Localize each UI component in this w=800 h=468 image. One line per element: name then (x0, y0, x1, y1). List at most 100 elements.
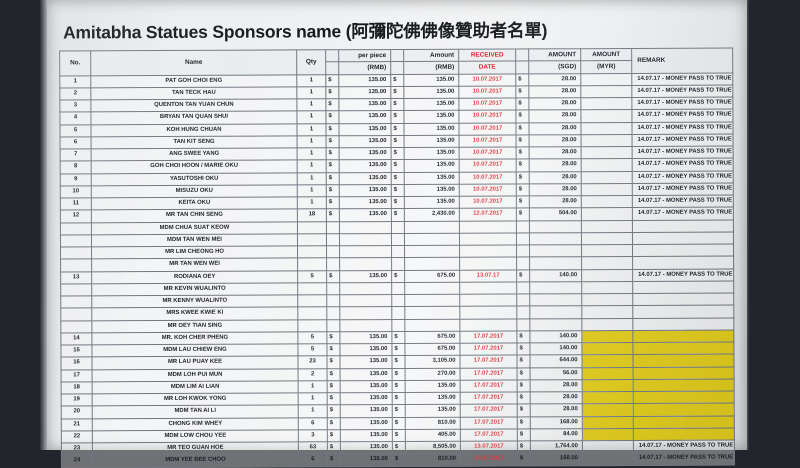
cell-qty[interactable]: 1 (296, 111, 326, 124)
cell-pp[interactable]: 135.00 (340, 368, 393, 381)
cell-cur[interactable]: $ (325, 86, 339, 99)
cell-cur2[interactable]: $ (391, 135, 405, 148)
cell-sgd[interactable] (529, 281, 582, 294)
cell-amt[interactable] (404, 220, 460, 234)
cell-cur[interactable] (326, 282, 340, 295)
cell-pp[interactable] (339, 319, 392, 332)
cell-qty[interactable] (297, 233, 327, 246)
cell-myr[interactable] (582, 403, 634, 417)
cell-sgd[interactable]: 28.00 (529, 146, 582, 160)
cell-sgd[interactable]: 504.00 (529, 207, 582, 221)
cell-name[interactable]: MDM CHUA SUAT KEOW (91, 221, 298, 235)
cell-cur[interactable]: $ (326, 196, 340, 210)
cell-qty[interactable] (297, 294, 327, 308)
cell-no[interactable] (60, 295, 92, 309)
cell-qty[interactable]: 3 (298, 429, 328, 442)
cell-pp[interactable]: 135.00 (339, 270, 392, 283)
cell-rem[interactable]: 14.07.17 - MONEY PASS TO TRUE LHAMO (632, 146, 734, 159)
cell-pp[interactable]: 135.00 (339, 208, 392, 222)
cell-no[interactable]: 21 (61, 418, 93, 431)
cell-qty[interactable]: 1 (297, 147, 327, 161)
cell-date[interactable]: 17.07.2017 (460, 428, 518, 442)
cell-myr[interactable] (581, 268, 633, 282)
cell-cur[interactable]: $ (327, 368, 341, 381)
cell-no[interactable]: 5 (59, 124, 92, 137)
cell-rem[interactable] (632, 256, 734, 269)
cell-cur2[interactable]: $ (391, 159, 405, 173)
cell-sgd[interactable] (529, 244, 582, 258)
cell-amt[interactable]: 810.00 (405, 453, 461, 466)
cell-pp[interactable]: 135.00 (340, 453, 393, 467)
cell-cur[interactable] (326, 233, 340, 246)
cell-amt[interactable] (404, 306, 460, 319)
cell-amt[interactable]: 675.00 (404, 343, 460, 356)
cell-cur2[interactable]: $ (390, 73, 404, 87)
cell-cur2[interactable]: $ (391, 208, 405, 222)
cell-name[interactable]: MR TEO GUAN HOE (92, 441, 299, 456)
cell-cur[interactable] (326, 294, 340, 308)
cell-sgd[interactable]: 28.00 (530, 403, 583, 417)
header-name[interactable]: Name (90, 49, 297, 76)
cell-pp[interactable]: 135.00 (338, 110, 391, 124)
cell-qty[interactable]: 5 (297, 270, 327, 283)
cell-cur2[interactable]: $ (392, 453, 406, 467)
cell-qty[interactable]: 1 (296, 86, 326, 99)
cell-cur2[interactable]: $ (390, 122, 405, 136)
cell-rem[interactable] (632, 317, 734, 331)
cell-qty[interactable]: 5 (297, 331, 327, 344)
cell-myr[interactable] (581, 232, 633, 245)
cell-rem[interactable]: 14.07.17 - MONEY PASS TO TRUE LHAMO (632, 268, 734, 282)
cell-sgd[interactable] (529, 220, 582, 233)
cell-sgd[interactable]: 168.00 (530, 452, 583, 466)
cell-rem[interactable] (632, 293, 734, 306)
cell-rem[interactable] (632, 342, 734, 355)
header-received-line2[interactable]: DATE (458, 61, 516, 74)
cell-cur[interactable]: $ (327, 429, 341, 442)
cell-no[interactable] (60, 246, 92, 260)
cell-myr[interactable] (580, 72, 632, 86)
cell-qty[interactable]: 2 (298, 368, 328, 381)
cell-qty[interactable]: 23 (297, 356, 328, 369)
cell-no[interactable]: 13 (60, 271, 92, 284)
cell-amt[interactable] (404, 245, 460, 258)
cell-qty[interactable]: 6 (298, 454, 328, 467)
cell-no[interactable]: 17 (61, 369, 93, 382)
cell-no[interactable]: 3 (59, 99, 91, 113)
cell-name[interactable]: TAN KIT SENG (91, 135, 298, 149)
cell-cur[interactable]: $ (326, 135, 340, 148)
cell-amt[interactable]: 135.00 (403, 85, 459, 99)
cell-sgd[interactable]: 28.00 (528, 109, 581, 123)
cell-date[interactable]: 10.07.2017 (458, 97, 516, 111)
cell-cur[interactable]: $ (325, 74, 339, 87)
cell-date[interactable] (459, 257, 517, 270)
cell-no[interactable]: 15 (60, 344, 92, 358)
cell-amt[interactable]: 135.00 (404, 171, 460, 185)
cell-amt[interactable]: 270.00 (405, 367, 461, 381)
cell-no[interactable]: 9 (60, 173, 92, 186)
header-amount-myr-line1[interactable]: AMOUNT (580, 48, 632, 61)
cell-qty[interactable]: 1 (298, 380, 328, 393)
cell-date[interactable]: 17.07.2017 (460, 367, 518, 380)
cell-cur3[interactable]: $ (517, 391, 531, 405)
cell-myr[interactable] (582, 452, 634, 466)
cell-qty[interactable]: 1 (297, 135, 327, 148)
cell-myr[interactable] (580, 85, 632, 98)
cell-cur2[interactable]: $ (391, 331, 405, 344)
cell-name[interactable]: MR OEY TIAN SING (91, 319, 298, 333)
header-remark[interactable]: REMARK (631, 48, 733, 73)
cell-pp[interactable]: 135.00 (340, 429, 393, 442)
cell-qty[interactable]: 63 (298, 441, 328, 455)
header-per-piece-line1[interactable]: per piece (338, 49, 391, 63)
cell-rem[interactable] (632, 219, 734, 233)
cell-date[interactable] (459, 244, 517, 258)
cell-no[interactable] (60, 234, 92, 247)
cell-name[interactable]: MDM TAN AI LI (92, 405, 299, 419)
cell-no[interactable]: 11 (60, 197, 92, 211)
cell-cur2[interactable]: $ (391, 171, 405, 185)
cell-cur[interactable]: $ (326, 172, 340, 185)
cell-myr[interactable] (581, 330, 633, 343)
cell-date[interactable]: 17.07.2017 (460, 379, 518, 393)
cell-qty[interactable]: 1 (297, 184, 327, 197)
cell-cur3[interactable]: $ (517, 453, 531, 466)
cell-cur2[interactable]: $ (392, 404, 406, 418)
